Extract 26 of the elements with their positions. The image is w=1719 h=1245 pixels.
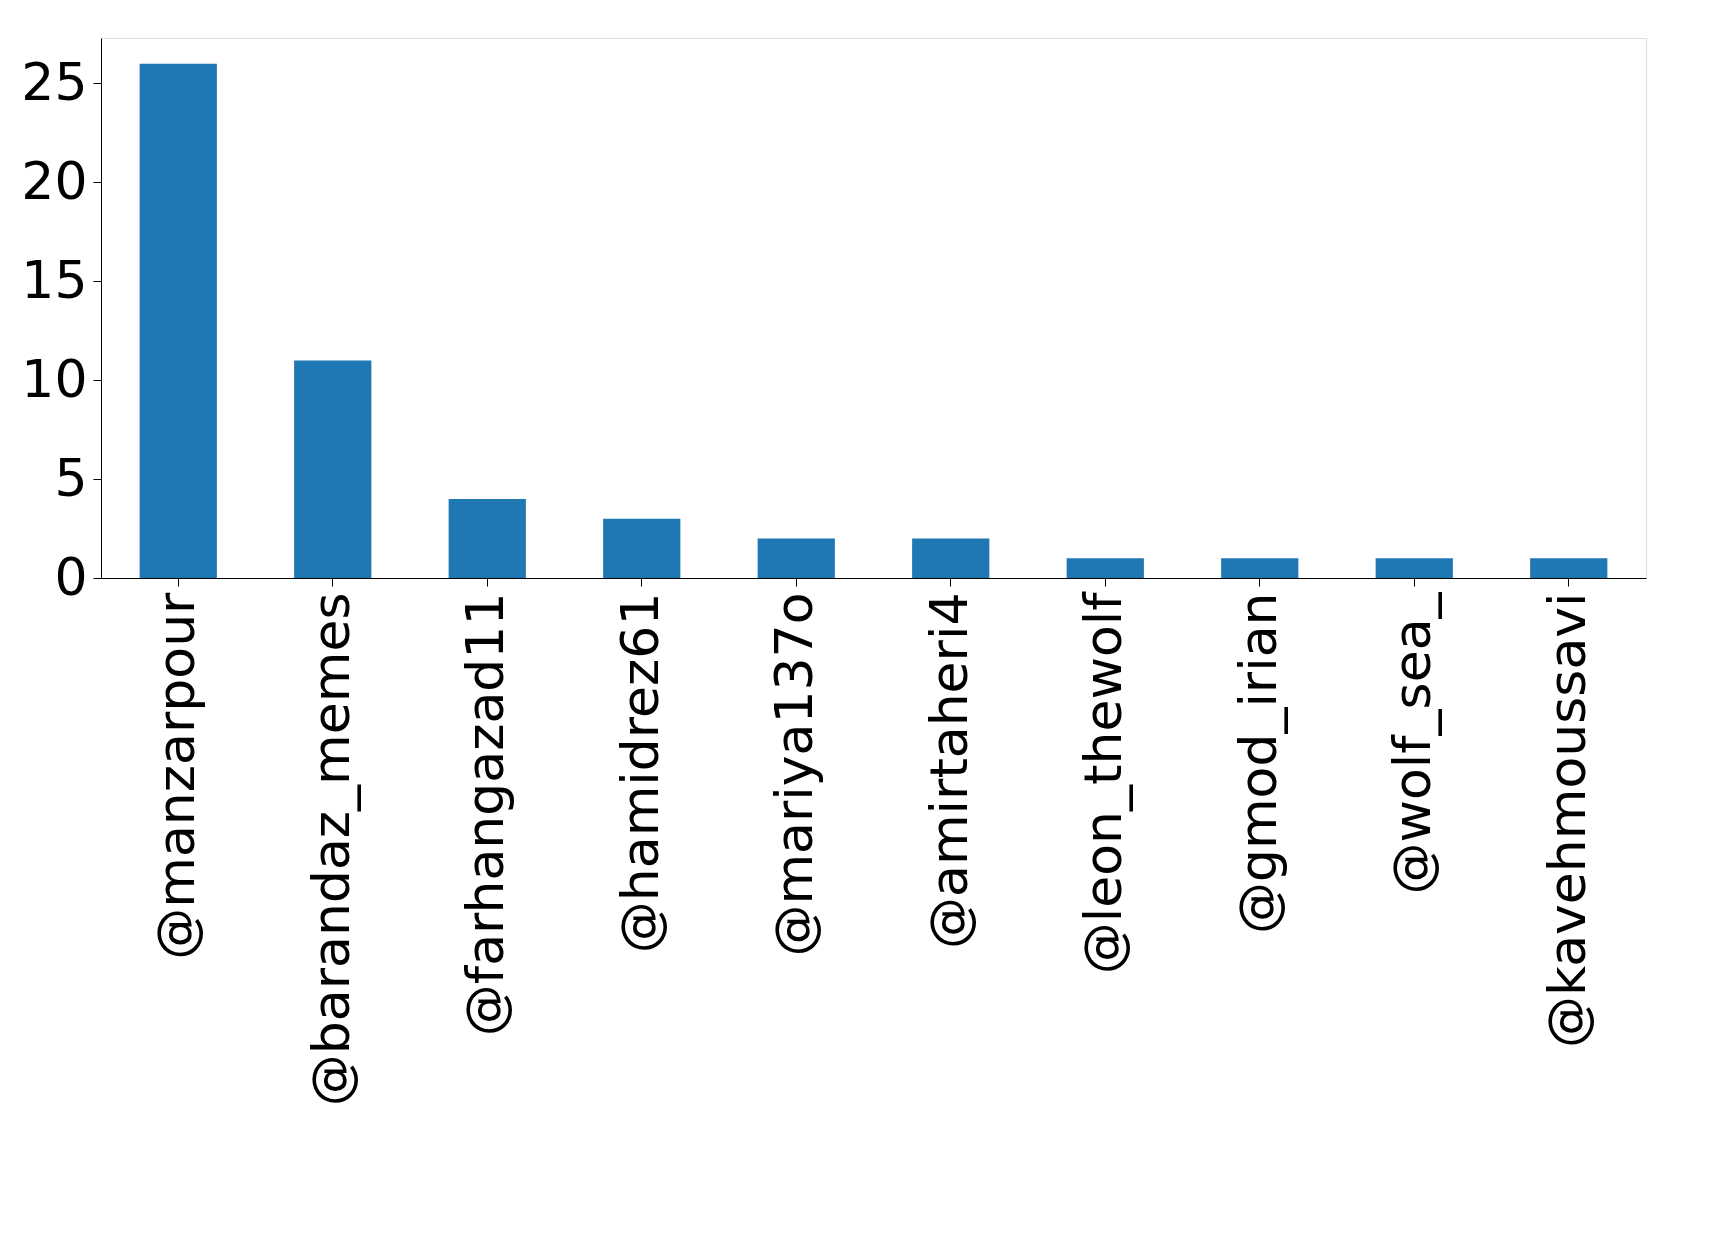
bar bbox=[912, 538, 990, 578]
y-tick-label: 5 bbox=[54, 447, 88, 508]
bar bbox=[294, 360, 372, 578]
x-tick-label: @leon_thewolf bbox=[1073, 590, 1134, 975]
x-tick-label: @farhangazad11 bbox=[455, 592, 516, 1037]
y-tick-label: 10 bbox=[21, 348, 88, 409]
x-tick-label: @gmod_irian bbox=[1227, 592, 1288, 935]
bar bbox=[448, 498, 526, 578]
bar bbox=[1221, 558, 1299, 578]
x-tick-label: @mariya137o bbox=[764, 592, 825, 957]
x-tick-label: @manzarpour bbox=[146, 591, 207, 960]
y-tick-label: 25 bbox=[21, 51, 88, 112]
x-tick-label: @kavehmoussavi bbox=[1536, 592, 1597, 1048]
bar bbox=[1375, 558, 1453, 578]
x-tick-label: @barandaz_memes bbox=[300, 592, 361, 1107]
y-tick-label: 15 bbox=[21, 249, 88, 310]
y-tick-label: 0 bbox=[54, 546, 88, 607]
bar bbox=[1066, 558, 1144, 578]
x-tick-label: @hamidrez61 bbox=[609, 592, 670, 954]
y-tick-label: 20 bbox=[21, 150, 88, 211]
bar bbox=[1530, 558, 1608, 578]
x-tick-label: @wolf_sea_ bbox=[1382, 591, 1443, 895]
bar bbox=[757, 538, 835, 578]
bar bbox=[603, 518, 681, 578]
bar bbox=[139, 63, 217, 578]
x-tick-label: @amirtaheri4 bbox=[918, 592, 979, 949]
